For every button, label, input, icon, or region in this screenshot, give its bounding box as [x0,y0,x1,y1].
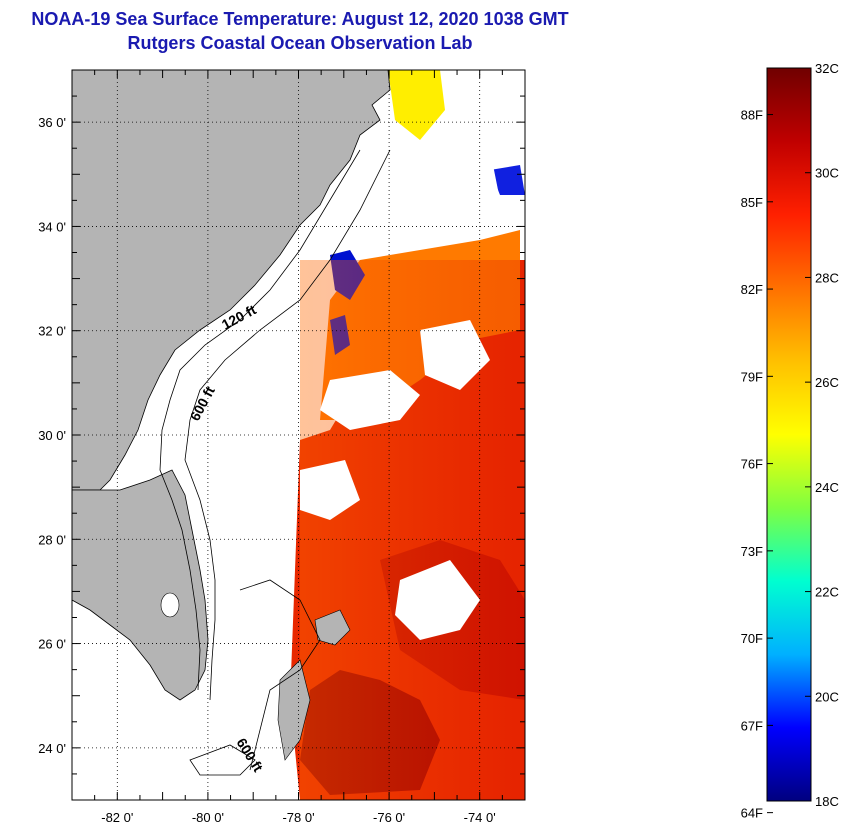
isobath-600ft-south [239,579,321,771]
lon-tick-label: -74 0' [464,810,496,825]
sst-yellow-patch [388,70,445,140]
colorbar-label-c: 32C [815,61,839,76]
us-land [72,70,391,491]
lat-tick-label: 32 0' [38,324,66,339]
colorbar-label-f: 70F [741,631,763,646]
colorbar [766,67,812,802]
longitude-axis: -82 0' -80 0' -78 0' -76 0' -74 0' [71,70,526,825]
colorbar-label-c: 26C [815,375,839,390]
lon-tick-label: -78 0' [282,810,314,825]
colorbar-label-c: 20C [815,689,839,704]
colorbar-label-f: 82F [741,282,763,297]
cloud-patch [420,320,490,390]
lat-tick-label: 24 0' [38,741,66,756]
cloud-patch [300,460,360,520]
colorbar-label-c: 22C [815,585,839,600]
colorbar-label-f: 79F [741,369,763,384]
sst-fade [300,260,525,800]
lat-tick-label: 34 0' [38,219,66,234]
lat-tick-label: 28 0' [38,532,66,547]
cloud-patch [395,560,480,640]
colorbar-label-c: 18C [815,794,839,809]
sst-cold-patch [490,165,525,195]
lat-tick-label: 36 0' [38,115,66,130]
map-title: NOAA-19 Sea Surface Temperature: August … [31,9,569,29]
isobath-cuba [189,744,256,776]
cloud-patch [425,150,500,240]
bahamas-island [314,609,351,646]
lake-okeechobee [160,592,180,618]
colorbar-label-c: 24C [815,480,839,495]
colorbar-label-f: 88F [741,108,763,123]
colorbar-label-c: 28C [815,270,839,285]
isobath-120ft [159,149,361,691]
bahamas-island [277,659,311,761]
colorbar-celsius-labels: 32C 30C 28C 26C 24C 22C 20C 18C [805,61,839,809]
colorbar-label-c: 30C [815,166,839,181]
isobath-600ft [184,149,391,701]
colorbar-label-f: 76F [741,457,763,472]
colorbar-label-f: 64F [741,806,763,821]
colorbar-label-f: 73F [741,544,763,559]
map-subtitle: Rutgers Coastal Ocean Observation Lab [127,33,473,53]
graticule [72,70,525,800]
colorbar-fahrenheit-labels: 88F 85F 82F 79F 76F 73F 70F 67F 64F [741,108,773,821]
colorbar-label-f: 85F [741,195,763,210]
florida-peninsula [72,469,209,701]
lon-tick-label: -80 0' [192,810,224,825]
cloud-patch [320,370,420,430]
lat-tick-label: 26 0' [38,637,66,652]
lon-tick-label: -76 0' [373,810,405,825]
latitude-axis: 24 0' 26 0' 28 0' 30 0' 32 0' 34 0' 36 0' [38,69,525,801]
lat-tick-label: 30 0' [38,428,66,443]
colorbar-label-f: 67F [741,718,763,733]
lon-tick-label: -82 0' [101,810,133,825]
